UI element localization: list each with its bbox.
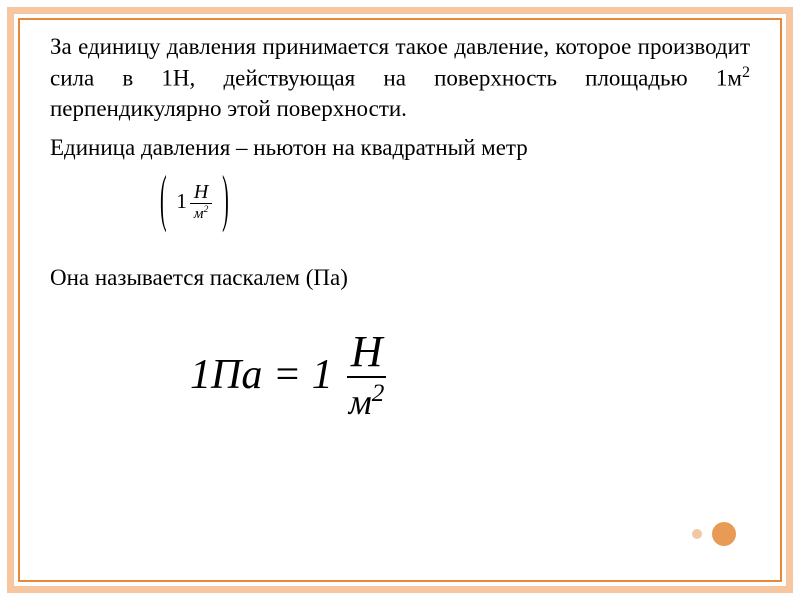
pager-dot-large — [712, 522, 736, 546]
left-paren: ( — [160, 168, 167, 232]
paragraph-pascal: Она называется паскалем (Па) — [50, 263, 750, 293]
paragraph-definition: За единицу давления принимается такое да… — [50, 32, 750, 125]
pascal-denominator: м2 — [349, 378, 385, 423]
formula-pascal: 1Па = 1 Н м2 — [190, 328, 750, 424]
pascal-fraction: Н м2 — [347, 328, 387, 424]
slide: За единицу давления принимается такое да… — [0, 0, 800, 600]
right-paren: ) — [222, 168, 229, 232]
unit-den-exp: 2 — [204, 204, 209, 215]
unit-fraction: Н м2 — [190, 181, 212, 223]
pascal-den-base: м — [349, 382, 372, 422]
pascal-eq: = — [262, 352, 311, 398]
unit-numerator: Н — [190, 181, 212, 203]
para1-post: перпендикулярно этой поверхности. — [50, 96, 407, 121]
pascal-lhs: 1Па = 1 — [190, 348, 333, 403]
pager-dots — [692, 522, 736, 546]
slide-content: За единицу давления принимается такое да… — [50, 32, 750, 423]
para1-pre: За единицу давления принимается такое да… — [50, 34, 750, 91]
pascal-lhs-num: 1 — [190, 352, 211, 398]
unit-lead-one: 1 — [176, 188, 187, 216]
unit-fraction-wrap: 1 Н м2 — [172, 181, 216, 223]
unit-den-base: м — [194, 206, 204, 222]
pascal-numerator: Н — [347, 328, 387, 376]
paragraph-unit-name: Единица давления – ньютон на квадратный … — [50, 133, 750, 163]
pascal-rhs-lead: 1 — [312, 352, 333, 398]
para1-exp: 2 — [742, 64, 750, 81]
pager-dot-small — [692, 529, 702, 539]
formula-unit-parenthesized: ( 1 Н м2 ) — [160, 181, 229, 223]
pascal-den-exp: 2 — [372, 380, 385, 407]
unit-denominator: м2 — [194, 204, 208, 223]
pascal-lhs-unit: Па — [211, 352, 262, 398]
